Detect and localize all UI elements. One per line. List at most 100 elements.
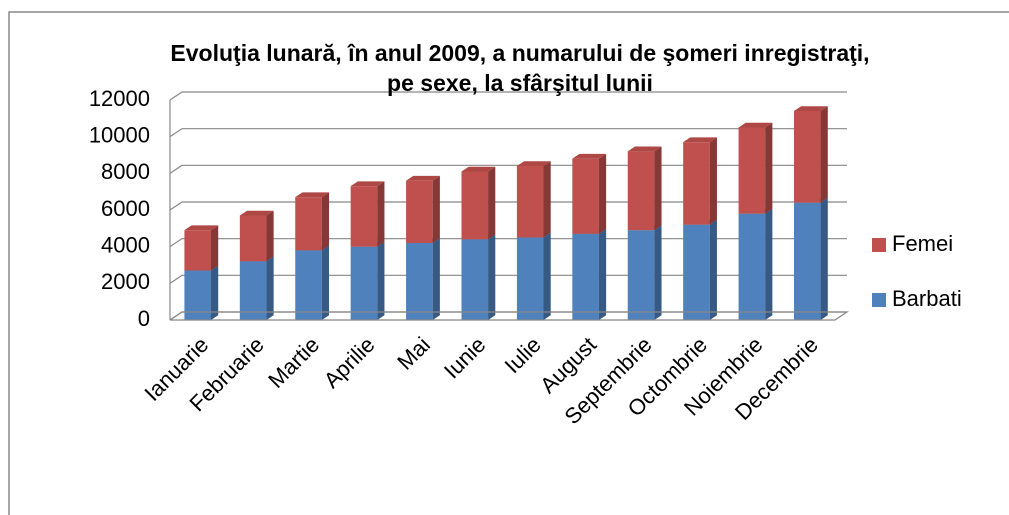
bar-front xyxy=(627,151,655,231)
bar-front xyxy=(461,171,489,240)
bar-front xyxy=(350,246,378,320)
bar-front xyxy=(406,243,433,320)
bar-segment xyxy=(461,234,496,320)
bar-front xyxy=(516,237,544,320)
legend-label: Femei xyxy=(892,231,953,256)
bar-top xyxy=(184,225,219,231)
grid-line xyxy=(169,201,847,211)
bar-top xyxy=(406,175,440,181)
bar-front xyxy=(184,230,212,271)
bar-segment xyxy=(406,175,440,243)
legend-swatch xyxy=(872,238,886,252)
bar-segment xyxy=(572,153,607,234)
bar-segment xyxy=(350,241,385,320)
bar-side xyxy=(543,161,551,238)
bar-top xyxy=(461,166,496,172)
bar-side xyxy=(709,219,717,320)
bar-front xyxy=(793,202,821,320)
bar-front xyxy=(683,142,710,225)
y-tick-label: 4000 xyxy=(101,232,150,257)
bar-front xyxy=(572,233,599,320)
bar-side xyxy=(377,241,385,320)
bar-top xyxy=(516,161,551,166)
bar-segment xyxy=(516,161,551,238)
bar-side xyxy=(598,229,607,320)
bar-segment xyxy=(461,166,496,240)
grid-line xyxy=(169,91,847,101)
bar-side xyxy=(266,256,274,320)
bar-top xyxy=(350,181,385,187)
bar-front xyxy=(572,158,599,234)
bar-side xyxy=(820,197,828,320)
chart-title: Evoluţia lunară, în anul 2009, a numarul… xyxy=(170,40,870,96)
bar-top xyxy=(627,146,662,152)
bar-top xyxy=(239,210,274,216)
bar-side xyxy=(598,153,607,234)
bar-side xyxy=(543,232,551,320)
bar-side xyxy=(266,210,274,262)
bar-top xyxy=(295,192,330,198)
bar-side xyxy=(654,225,662,320)
bar-side xyxy=(765,122,773,214)
bar-segment xyxy=(350,181,385,247)
y-tick-label: 0 xyxy=(138,306,150,331)
bar-segment xyxy=(184,225,219,271)
grid-line xyxy=(169,164,847,174)
bar-side xyxy=(321,192,330,251)
bar-side xyxy=(211,265,219,320)
legend-label: Barbati xyxy=(892,286,962,311)
bar-segment xyxy=(683,219,717,320)
bar-segment xyxy=(738,122,773,214)
bar-front xyxy=(295,197,322,251)
y-tick-label: 2000 xyxy=(101,269,150,294)
bar-front xyxy=(738,213,766,320)
bar-front xyxy=(793,111,821,203)
y-tick-label: 8000 xyxy=(101,159,150,184)
bar-side xyxy=(321,245,330,320)
bar-segment xyxy=(627,225,662,320)
y-tick-label: 12000 xyxy=(89,86,150,111)
floor xyxy=(169,311,849,321)
bar-side xyxy=(654,146,662,231)
bar-top xyxy=(738,122,773,128)
bar-front xyxy=(516,166,544,238)
bar-side xyxy=(820,106,828,203)
bar-side xyxy=(432,238,440,320)
bar-segment xyxy=(406,238,440,320)
legend-swatch xyxy=(872,293,886,307)
bar-segment xyxy=(572,229,607,320)
bar-segment xyxy=(738,208,773,320)
bar-side xyxy=(211,225,219,271)
bar-side xyxy=(765,208,773,320)
bar-side xyxy=(432,175,440,243)
bar-side xyxy=(377,181,385,247)
bar-segment xyxy=(239,210,274,262)
bar-front xyxy=(350,186,378,247)
bar-front xyxy=(295,250,322,320)
y-tick-label: 6000 xyxy=(101,196,150,221)
grid-line xyxy=(169,238,847,248)
bar-segment xyxy=(683,137,717,225)
bar-front xyxy=(738,127,766,214)
bar-side xyxy=(488,234,496,320)
bar-segment xyxy=(295,192,330,251)
grid-line xyxy=(169,128,847,138)
bar-side xyxy=(488,166,496,240)
bar-front xyxy=(627,230,655,320)
bar-segment xyxy=(239,256,274,320)
bar-segment xyxy=(627,146,662,231)
grid-line xyxy=(169,274,847,284)
bar-top xyxy=(572,153,607,159)
bar-segment xyxy=(516,232,551,320)
bar-front xyxy=(239,215,267,262)
bar-segment xyxy=(793,106,828,203)
bar-segment xyxy=(793,197,828,320)
bar-top xyxy=(683,137,717,143)
bar-front xyxy=(683,224,710,320)
bar-segment xyxy=(295,245,330,320)
bar-front xyxy=(406,180,433,243)
bar-front xyxy=(239,261,267,320)
bar-side xyxy=(709,137,717,225)
